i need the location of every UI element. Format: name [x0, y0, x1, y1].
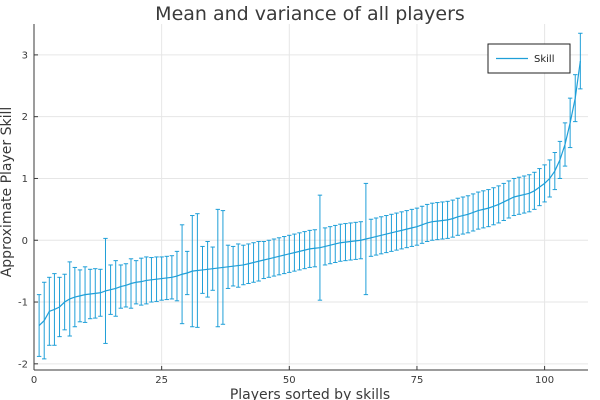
y-tick-label: 3: [22, 50, 28, 61]
legend-label: Skill: [534, 54, 554, 65]
chart-title: Mean and variance of all players: [155, 3, 465, 25]
error-bar: [36, 294, 42, 357]
x-tick-label: 0: [31, 375, 37, 386]
x-tick-label: 25: [155, 375, 168, 386]
y-tick-label: -1: [18, 298, 28, 309]
y-tick-label: 0: [22, 236, 28, 247]
x-tick-label: 100: [535, 375, 554, 386]
y-tick-label: 1: [22, 174, 28, 185]
ticks: 0 25 50 75 100 -2 -1 0 1 2 3: [18, 50, 554, 386]
x-axis-title: Players sorted by skills: [230, 387, 390, 400]
axes: [33, 24, 588, 371]
grid: [33, 24, 588, 370]
y-tick-label: 2: [22, 112, 28, 123]
x-tick-label: 50: [283, 375, 296, 386]
mean-line: [38, 60, 581, 326]
x-tick-label: 75: [411, 375, 424, 386]
y-tick-label: -2: [18, 359, 28, 370]
error-bars: [36, 32, 583, 360]
legend: Skill: [487, 43, 571, 74]
y-axis-title: Approximate Player Skill: [0, 107, 15, 278]
